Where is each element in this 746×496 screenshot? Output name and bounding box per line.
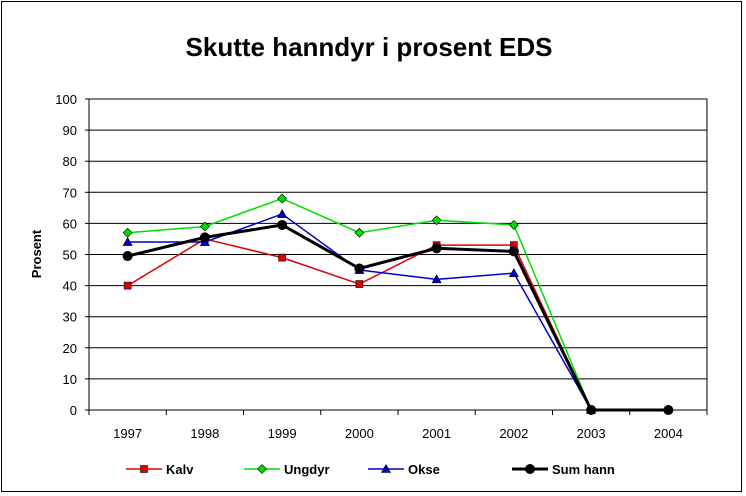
x-tick-label: 1998: [190, 426, 219, 441]
y-tick-label: 20: [63, 341, 77, 356]
data-point: [431, 243, 442, 254]
legend-label: Sum hann: [552, 462, 615, 477]
legend-item: Sum hann: [512, 462, 615, 477]
legend-label: Okse: [408, 462, 440, 477]
data-point: [123, 281, 132, 290]
y-tick-label: 60: [63, 216, 77, 231]
y-tick-label: 40: [63, 279, 77, 294]
legend-item: Ungdyr: [244, 462, 330, 477]
data-point: [199, 232, 210, 243]
series-lines: [122, 193, 674, 415]
legend: Kalv Ungdyr Okse Sum hann: [126, 462, 615, 477]
legend-item: Okse: [368, 462, 440, 477]
legend-marker: [140, 465, 148, 473]
x-tick-label: 1999: [268, 426, 297, 441]
y-tick-label: 90: [63, 123, 77, 138]
data-point: [508, 220, 519, 230]
data-point: [278, 253, 286, 262]
data-point: [277, 208, 288, 218]
data-point: [508, 268, 519, 277]
data-point: [355, 280, 364, 288]
y-tick-label: 50: [63, 248, 77, 263]
y-tick-label: 0: [70, 403, 77, 418]
x-tick-label: 2002: [499, 426, 528, 441]
data-point: [354, 263, 365, 274]
y-axis-label: Prosent: [29, 229, 44, 278]
legend-label: Kalv: [166, 462, 194, 477]
series-sum-hann: [122, 219, 674, 415]
data-point: [586, 405, 597, 415]
chart-title: Skutte hanndyr i prosent EDS: [186, 32, 553, 62]
legend-item: Kalv: [126, 462, 194, 477]
legend-marker: [257, 464, 267, 474]
legend-marker: [525, 464, 535, 474]
y-tick-label: 70: [63, 185, 77, 200]
legend-marker: [380, 463, 392, 473]
data-point: [431, 274, 442, 284]
y-tick-label: 100: [55, 92, 77, 107]
data-point: [354, 227, 365, 238]
y-tick-label: 30: [63, 310, 77, 325]
x-tick-label: 2001: [422, 426, 451, 441]
data-point: [199, 221, 210, 232]
data-point: [122, 251, 133, 262]
data-point: [277, 219, 288, 230]
x-tick-label: 2000: [345, 426, 374, 441]
y-tick-labels: 0 10 20 30 40 50 60 70 80 90 100: [55, 92, 77, 418]
x-tick-label: 1997: [113, 426, 142, 441]
grid-lines: [85, 98, 708, 415]
y-tick-label: 10: [63, 372, 77, 387]
data-point: [122, 236, 133, 246]
y-tick-label: 80: [63, 154, 77, 169]
data-point: [277, 193, 288, 204]
series-line: [127, 223, 669, 412]
x-tick-label: 2003: [577, 426, 606, 441]
x-tick-label: 2004: [654, 426, 683, 441]
legend-label: Ungdyr: [284, 462, 330, 477]
data-point: [431, 215, 442, 226]
x-tick-labels: 1997 1998 1999 2000 2001 2002 2003 2004: [113, 426, 683, 441]
data-point: [663, 405, 674, 415]
data-point: [508, 246, 519, 257]
